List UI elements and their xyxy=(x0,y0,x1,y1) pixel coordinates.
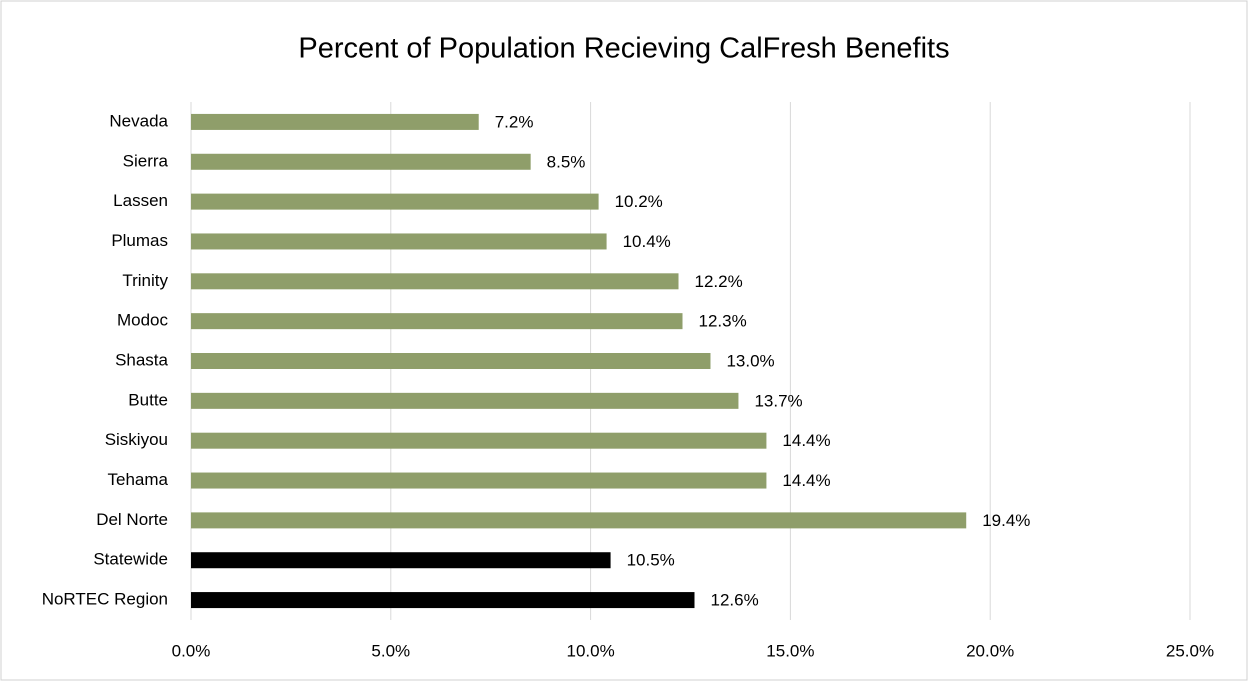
y-tick-label: Tehama xyxy=(108,470,169,489)
bar xyxy=(191,552,611,569)
bar xyxy=(191,392,739,409)
bar xyxy=(191,113,479,130)
y-tick-label: Sierra xyxy=(123,151,169,170)
data-label: 19.4% xyxy=(982,511,1030,530)
data-label: 14.4% xyxy=(782,471,830,490)
y-tick-label: Modoc xyxy=(117,311,169,330)
y-tick-label: Butte xyxy=(128,390,168,409)
data-label: 7.2% xyxy=(495,112,534,131)
x-tick-label: 20.0% xyxy=(966,641,1014,660)
data-label: 10.2% xyxy=(615,192,663,211)
bar xyxy=(191,592,695,609)
y-tick-label: Trinity xyxy=(122,271,168,290)
data-label: 12.6% xyxy=(710,591,758,610)
bar xyxy=(191,193,599,210)
data-label: 13.0% xyxy=(726,351,774,370)
y-tick-label: Statewide xyxy=(93,550,168,569)
y-tick-label: Shasta xyxy=(115,350,168,369)
x-tick-label: 25.0% xyxy=(1166,641,1214,660)
bar xyxy=(191,472,767,489)
bar xyxy=(191,233,607,250)
bar xyxy=(191,432,767,449)
x-tick-label: 0.0% xyxy=(172,641,211,660)
y-tick-label: Lassen xyxy=(113,191,168,210)
bar xyxy=(191,153,531,170)
y-tick-label: NoRTEC Region xyxy=(42,590,168,609)
chart-title: Percent of Population Recieving CalFresh… xyxy=(298,33,949,65)
x-tick-label: 5.0% xyxy=(371,641,410,660)
y-tick-label: Nevada xyxy=(109,111,168,130)
data-label: 10.5% xyxy=(627,551,675,570)
bar xyxy=(191,313,683,330)
data-label: 12.2% xyxy=(695,272,743,291)
y-tick-label: Del Norte xyxy=(96,510,168,529)
bar xyxy=(191,512,967,529)
data-label: 12.3% xyxy=(699,312,747,331)
y-tick-label: Siskiyou xyxy=(105,430,168,449)
data-label: 13.7% xyxy=(754,391,802,410)
bar xyxy=(191,353,711,369)
data-label: 10.4% xyxy=(623,232,671,251)
data-label: 8.5% xyxy=(547,152,586,171)
y-tick-label: Plumas xyxy=(111,231,168,250)
x-tick-label: 15.0% xyxy=(766,641,814,660)
bar xyxy=(191,273,679,290)
data-label: 14.4% xyxy=(782,431,830,450)
x-tick-label: 10.0% xyxy=(566,641,614,660)
